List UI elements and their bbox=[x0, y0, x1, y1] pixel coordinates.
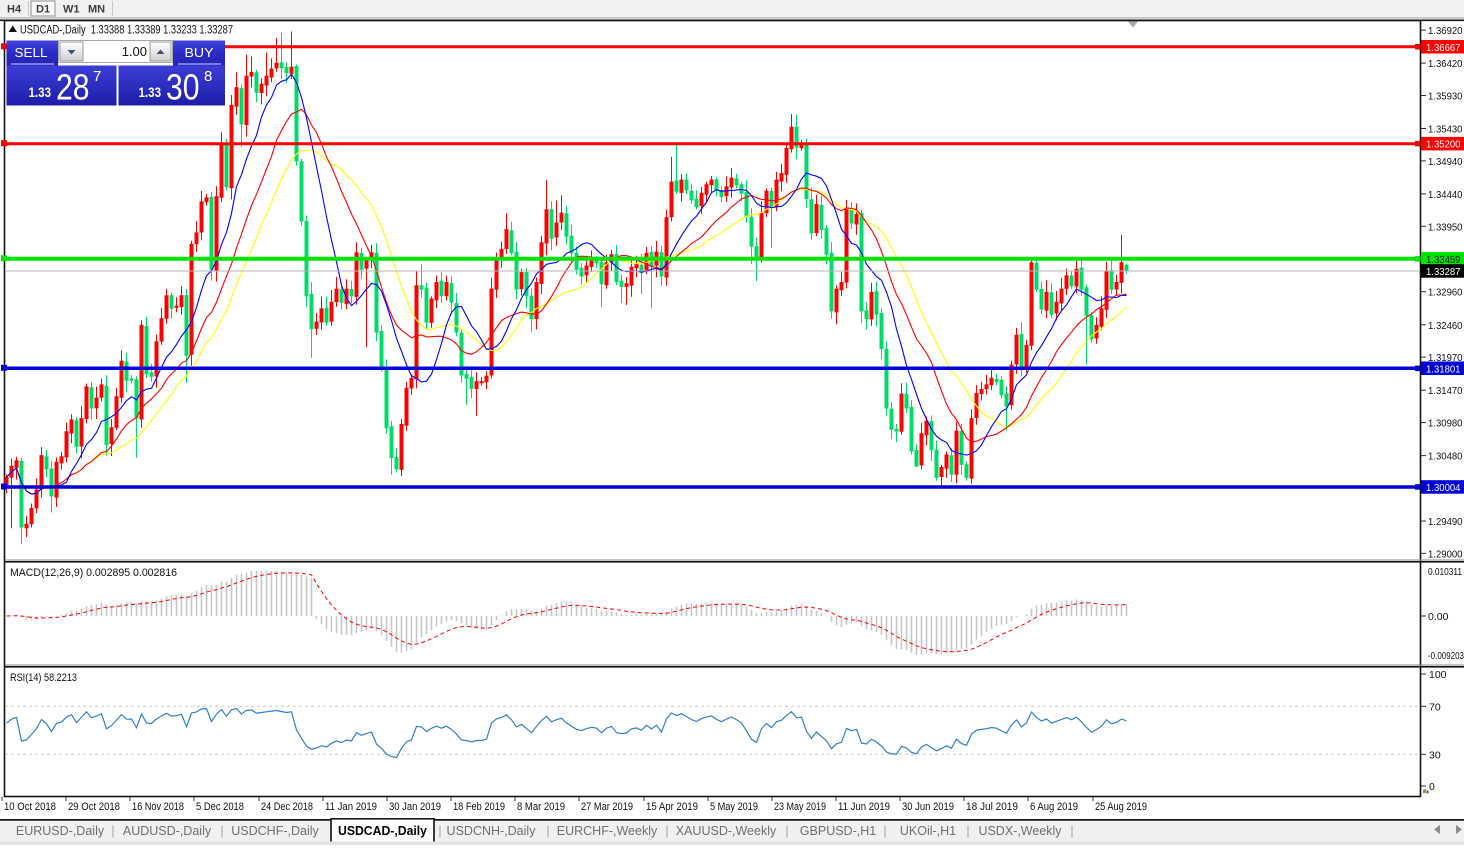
svg-text:1.30480: 1.30480 bbox=[1428, 451, 1463, 463]
svg-text:1.33287: 1.33287 bbox=[1426, 266, 1461, 278]
svg-text:1.35930: 1.35930 bbox=[1428, 91, 1463, 103]
svg-text:MACD(12,26,9) 0.002895 0.00281: MACD(12,26,9) 0.002895 0.002816 bbox=[10, 567, 177, 579]
svg-text:18 Jul 2019: 18 Jul 2019 bbox=[966, 801, 1018, 813]
svg-text:1.31470: 1.31470 bbox=[1428, 385, 1463, 397]
svg-text:|: | bbox=[546, 824, 549, 838]
svg-text:1.36420: 1.36420 bbox=[1428, 58, 1463, 70]
svg-text:8 Mar 2019: 8 Mar 2019 bbox=[517, 801, 565, 813]
svg-text:7: 7 bbox=[93, 68, 101, 85]
svg-text:USDX-,Weekly: USDX-,Weekly bbox=[978, 824, 1062, 838]
svg-text:|: | bbox=[111, 824, 114, 838]
svg-text:USDCHF-,Daily: USDCHF-,Daily bbox=[231, 824, 319, 838]
svg-text:H4: H4 bbox=[7, 4, 22, 16]
svg-text:25 Aug 2019: 25 Aug 2019 bbox=[1095, 801, 1147, 813]
svg-text:1.31970: 1.31970 bbox=[1428, 352, 1463, 364]
svg-text:70: 70 bbox=[1429, 701, 1441, 713]
svg-text:5 Dec 2018: 5 Dec 2018 bbox=[196, 801, 244, 813]
svg-text:18 Feb 2019: 18 Feb 2019 bbox=[453, 801, 505, 813]
svg-text:0.00: 0.00 bbox=[1428, 611, 1449, 623]
svg-text:1.30980: 1.30980 bbox=[1428, 418, 1463, 430]
svg-text:1.33950: 1.33950 bbox=[1428, 221, 1463, 233]
svg-text:1.33: 1.33 bbox=[29, 84, 52, 100]
svg-text:8: 8 bbox=[204, 68, 212, 85]
svg-text:1.36920: 1.36920 bbox=[1428, 25, 1463, 37]
svg-text:1.33459: 1.33459 bbox=[1426, 254, 1461, 266]
svg-text:|: | bbox=[220, 824, 223, 838]
svg-text:15 Apr 2019: 15 Apr 2019 bbox=[646, 801, 698, 813]
svg-text:11 Jan 2019: 11 Jan 2019 bbox=[325, 801, 377, 813]
svg-text:30: 30 bbox=[166, 67, 200, 108]
svg-text:6 Aug 2019: 6 Aug 2019 bbox=[1030, 801, 1078, 813]
svg-text:5 May 2019: 5 May 2019 bbox=[710, 801, 758, 813]
svg-text:|: | bbox=[966, 824, 969, 838]
svg-text:11 Jun 2019: 11 Jun 2019 bbox=[838, 801, 890, 813]
svg-text:1.34940: 1.34940 bbox=[1428, 156, 1463, 168]
svg-text:16 Nov 2018: 16 Nov 2018 bbox=[132, 801, 184, 813]
svg-text:0.010311: 0.010311 bbox=[1428, 566, 1462, 578]
svg-text:D1: D1 bbox=[36, 4, 50, 16]
svg-text:1.32960: 1.32960 bbox=[1428, 287, 1463, 299]
svg-text:1.00: 1.00 bbox=[122, 44, 147, 59]
svg-text:|: | bbox=[883, 824, 886, 838]
svg-text:30 Jun 2019: 30 Jun 2019 bbox=[902, 801, 954, 813]
svg-text:1.34440: 1.34440 bbox=[1428, 189, 1463, 201]
svg-text:BUY: BUY bbox=[185, 45, 214, 60]
svg-text:SELL: SELL bbox=[15, 45, 48, 60]
svg-text:GBPUSD-,H1: GBPUSD-,H1 bbox=[800, 824, 876, 838]
svg-text:MN: MN bbox=[88, 4, 105, 16]
svg-text:USDCNH-,Daily: USDCNH-,Daily bbox=[447, 824, 537, 838]
svg-text:W1: W1 bbox=[63, 4, 80, 16]
svg-text:AUDUSD-,Daily: AUDUSD-,Daily bbox=[123, 824, 212, 838]
svg-text:1.30004: 1.30004 bbox=[1426, 482, 1461, 494]
svg-text:EURUSD-,Daily: EURUSD-,Daily bbox=[16, 824, 105, 838]
svg-text:XAUUSD-,Weekly: XAUUSD-,Weekly bbox=[676, 824, 777, 838]
svg-text:|: | bbox=[1070, 824, 1073, 838]
svg-text:-0.009203: -0.009203 bbox=[1428, 650, 1464, 662]
svg-text:1.31801: 1.31801 bbox=[1426, 363, 1461, 375]
svg-text:RSI(14) 58.2213: RSI(14) 58.2213 bbox=[10, 672, 77, 684]
svg-text:|: | bbox=[438, 824, 441, 838]
svg-text:1.33: 1.33 bbox=[139, 84, 162, 100]
svg-text:EURCHF-,Weekly: EURCHF-,Weekly bbox=[557, 824, 658, 838]
svg-text:1.35430: 1.35430 bbox=[1428, 124, 1463, 136]
svg-text:|: | bbox=[785, 824, 788, 838]
svg-text:0: 0 bbox=[1429, 781, 1435, 793]
svg-text:1.29490: 1.29490 bbox=[1428, 516, 1463, 528]
svg-text:27 Mar 2019: 27 Mar 2019 bbox=[581, 801, 633, 813]
svg-text:24 Dec 2018: 24 Dec 2018 bbox=[261, 801, 313, 813]
svg-text:29 Oct 2018: 29 Oct 2018 bbox=[68, 801, 120, 813]
svg-text:1.32460: 1.32460 bbox=[1428, 320, 1463, 332]
svg-text:100: 100 bbox=[1429, 669, 1447, 681]
svg-text:|: | bbox=[665, 824, 668, 838]
svg-text:28: 28 bbox=[56, 67, 90, 108]
svg-text:30 Jan 2019: 30 Jan 2019 bbox=[389, 801, 441, 813]
svg-text:UKOil-,H1: UKOil-,H1 bbox=[900, 824, 956, 838]
svg-text:30: 30 bbox=[1429, 749, 1441, 761]
svg-text:1.29000: 1.29000 bbox=[1428, 548, 1463, 560]
svg-text:USDCAD-,Daily 1.33388 1.33389: USDCAD-,Daily 1.33388 1.33389 1.33233 1.… bbox=[20, 25, 233, 37]
svg-text:1.35200: 1.35200 bbox=[1426, 139, 1461, 151]
svg-text:10 Oct 2018: 10 Oct 2018 bbox=[4, 801, 56, 813]
svg-text:1.36667: 1.36667 bbox=[1426, 42, 1461, 54]
svg-text:23 May 2019: 23 May 2019 bbox=[774, 801, 826, 813]
svg-text:USDCAD-,Daily: USDCAD-,Daily bbox=[338, 824, 427, 838]
